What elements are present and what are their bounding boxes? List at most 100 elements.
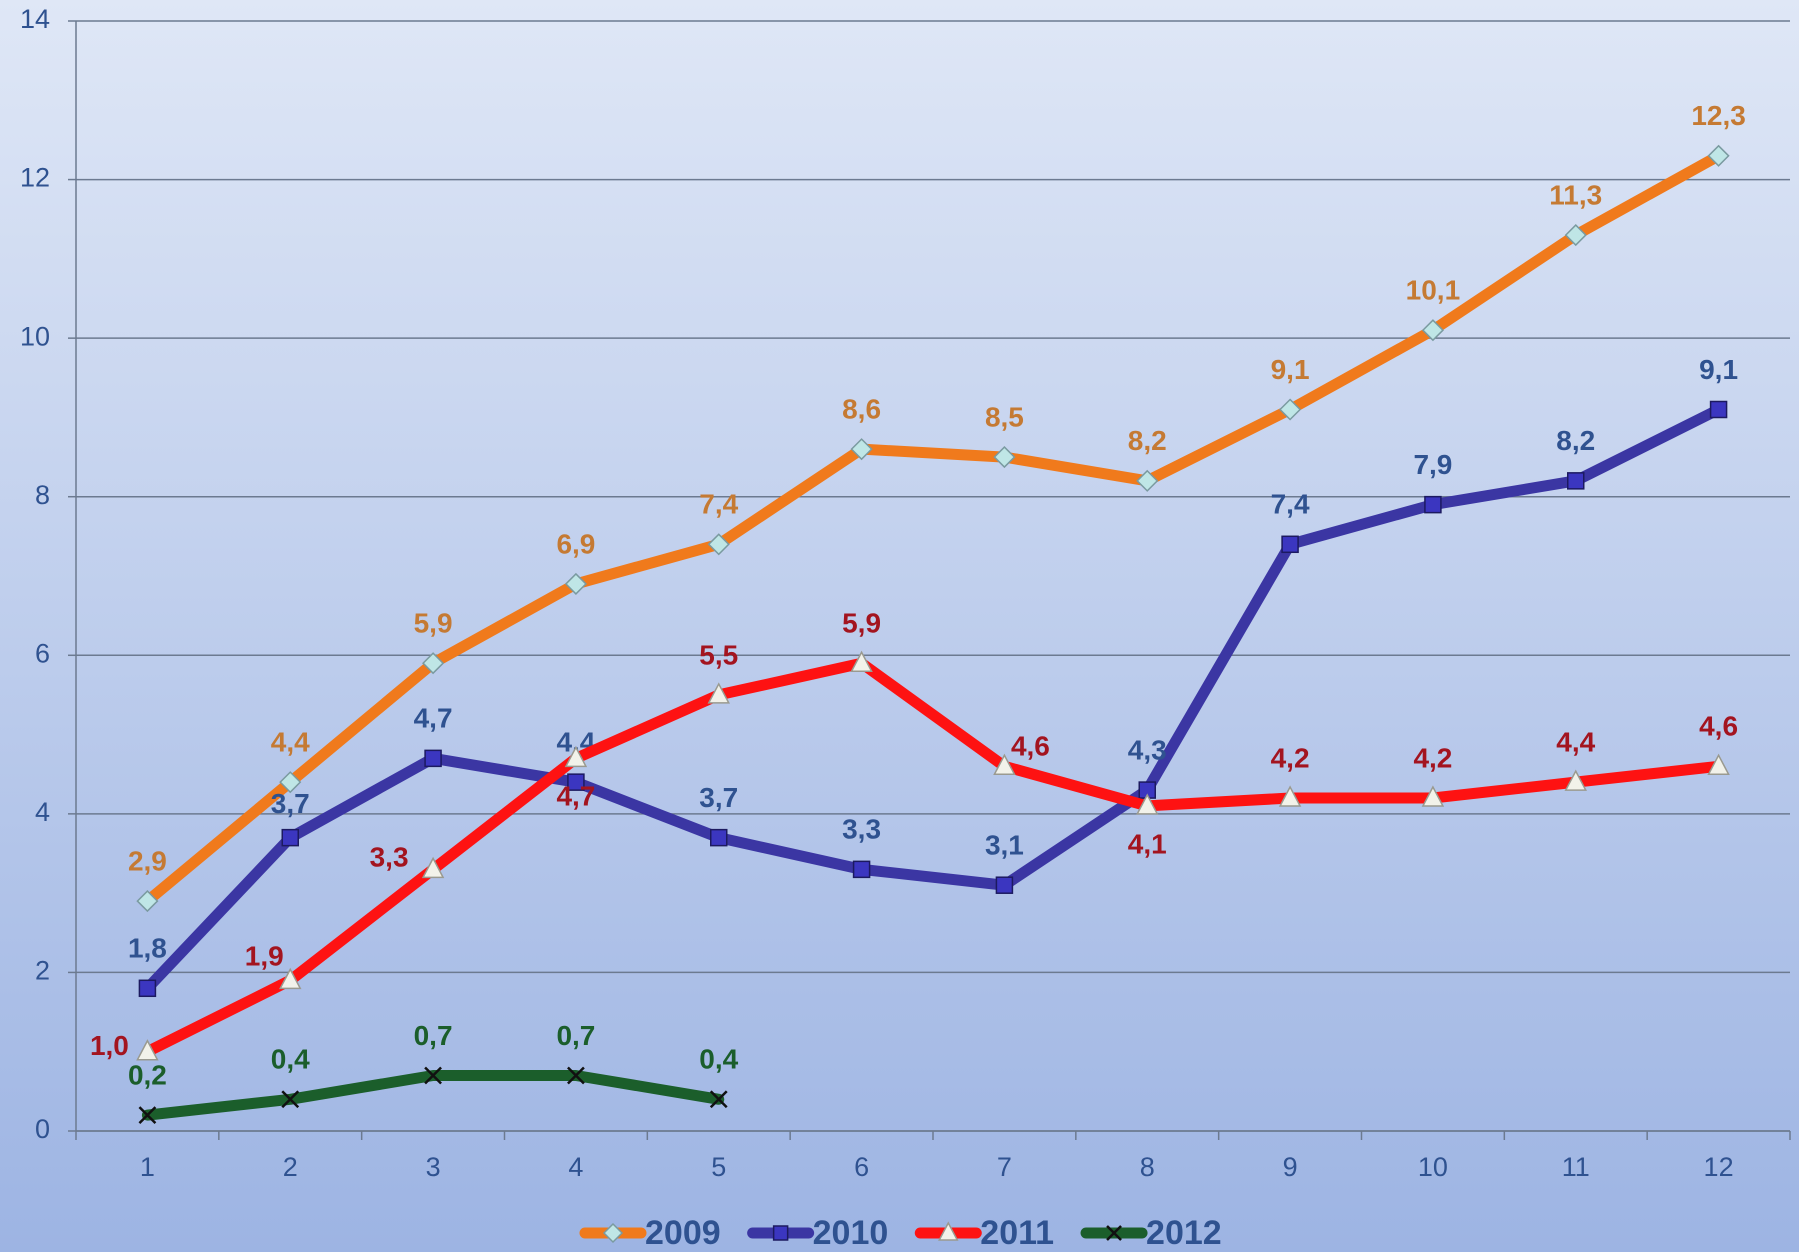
x-tick-label: 3 — [426, 1152, 441, 1182]
marker — [564, 745, 588, 768]
marker — [1281, 535, 1299, 554]
x-tick-label: 2 — [283, 1152, 298, 1182]
data-label: 8,2 — [1556, 425, 1595, 456]
marker — [1564, 769, 1587, 791]
data-label: 1,8 — [128, 933, 167, 964]
marker — [850, 650, 873, 672]
marker — [138, 1106, 157, 1125]
y-tick-label: 8 — [35, 480, 50, 510]
x-tick-label: 10 — [1418, 1152, 1448, 1182]
series: 1,8 3,7 4,7 4,4 3,7 3,3 3,1 4,3 7,4 7,9 8,2 9,1 — [128, 354, 1738, 998]
legend: 2009 2010 2011 2012 — [579, 1214, 1222, 1252]
x-tick-label: 7 — [997, 1152, 1012, 1182]
marker — [1421, 785, 1445, 807]
series: 0,2 0,4 0,7 0,7 0,4 — [128, 1020, 739, 1125]
marker — [707, 533, 730, 556]
data-label: 5,9 — [842, 608, 881, 639]
data-label: 12,3 — [1691, 100, 1746, 131]
marker — [422, 652, 445, 675]
marker — [1709, 400, 1728, 419]
marker — [1564, 224, 1587, 247]
data-label: 9,1 — [1699, 354, 1738, 385]
marker — [852, 860, 871, 879]
marker — [1106, 1225, 1122, 1241]
marker — [136, 1039, 159, 1061]
line — [141, 150, 1725, 907]
x-tick-label: 8 — [1140, 1152, 1155, 1182]
data-label: 0,2 — [128, 1060, 167, 1091]
marker — [772, 1225, 789, 1241]
marker — [279, 771, 302, 794]
marker — [1136, 793, 1159, 815]
data-label: 3,3 — [842, 814, 881, 845]
x-tick-label: 1 — [140, 1152, 155, 1182]
marker — [279, 967, 302, 990]
y-tick-label: 2 — [35, 956, 50, 986]
x-tick-label: 5 — [711, 1152, 726, 1182]
marker — [138, 979, 157, 998]
y-tick-label: 0 — [35, 1114, 50, 1144]
marker — [424, 749, 442, 768]
marker — [850, 438, 873, 461]
marker — [567, 773, 585, 791]
y-tick-label: 12 — [20, 163, 50, 193]
y-tick-label: 4 — [35, 797, 50, 827]
data-label: 5,9 — [414, 608, 453, 639]
y-tick-label: 14 — [20, 4, 50, 34]
data-label: 4,6 — [1011, 731, 1050, 762]
data-label: 0,7 — [556, 1020, 595, 1051]
data-label: 3,1 — [985, 830, 1024, 861]
data-label: 4,2 — [1413, 742, 1452, 773]
y-tick-label: 10 — [20, 321, 50, 351]
legend-label: 2009 — [645, 1214, 721, 1252]
x-tick-label: 6 — [854, 1152, 869, 1182]
data-label: 8,6 — [842, 394, 881, 425]
x-tick-label: 4 — [568, 1152, 583, 1182]
data-label: 4,7 — [414, 703, 453, 734]
data-label: 3,7 — [699, 782, 738, 813]
data-label: 6,9 — [556, 528, 595, 559]
marker — [424, 1066, 442, 1085]
data-label: 7,4 — [1271, 489, 1310, 520]
data-label: 4,4 — [271, 727, 310, 758]
data-label: 5,5 — [699, 639, 738, 670]
data-label: 7,9 — [1413, 449, 1452, 480]
data-label: 1,9 — [245, 941, 284, 972]
data-label: 1,0 — [90, 1030, 129, 1061]
legend-label: 2011 — [980, 1214, 1054, 1252]
marker — [993, 753, 1016, 776]
data-label: 4,2 — [1271, 742, 1310, 773]
data-label: 0,4 — [271, 1044, 310, 1075]
marker — [938, 1221, 959, 1241]
marker — [1424, 495, 1442, 514]
marker — [1279, 398, 1302, 421]
data-label: 10,1 — [1406, 275, 1461, 306]
data-label: 4,6 — [1699, 711, 1738, 742]
data-label: 4,4 — [1556, 727, 1595, 758]
marker — [1278, 785, 1302, 807]
data-label: 4,7 — [556, 781, 595, 812]
marker — [567, 1066, 585, 1085]
marker — [1567, 472, 1585, 490]
data-label: 8,5 — [985, 401, 1024, 432]
marker — [421, 856, 445, 879]
y-tick-label: 6 — [35, 638, 50, 668]
data-label: 4,3 — [1128, 734, 1167, 765]
data-label: 0,4 — [699, 1044, 738, 1075]
marker — [136, 890, 159, 913]
marker — [1707, 144, 1730, 167]
marker — [281, 828, 299, 847]
marker — [710, 828, 728, 847]
series: 1,0 1,9 3,3 4,7 5,5 5,9 4,6 4,1 4,2 4,2 4,4 4,6 — [90, 608, 1738, 1061]
marker — [1421, 319, 1444, 342]
data-label: 3,7 — [271, 788, 310, 819]
data-label: 3,3 — [370, 842, 409, 873]
data-label: 7,4 — [699, 489, 738, 520]
marker — [602, 1222, 624, 1244]
data-label: 9,1 — [1271, 354, 1310, 385]
marker — [995, 876, 1014, 894]
legend-label: 2010 — [813, 1214, 889, 1252]
